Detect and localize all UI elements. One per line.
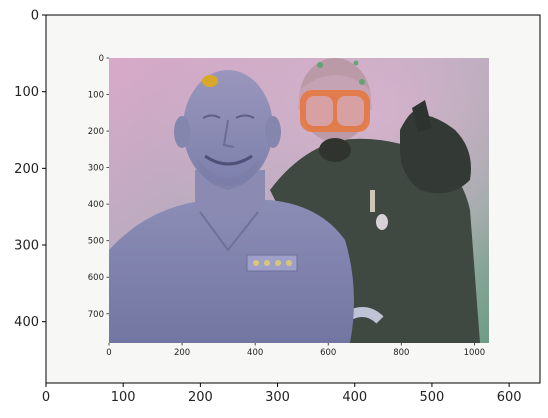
outer-x-tick-label: 200 xyxy=(188,390,213,405)
statue-body xyxy=(109,200,354,343)
outer-x-tick-label: 100 xyxy=(111,390,136,405)
outer-x-tick-label: 400 xyxy=(342,390,367,405)
outer-y-axis: 0 100 200 300 400 xyxy=(14,9,46,330)
inner-y-tick-label: 600 xyxy=(88,273,104,283)
inner-x-tick-label: 200 xyxy=(174,348,190,358)
inner-x-tick-label: 600 xyxy=(320,348,336,358)
outer-y-tick-label: 400 xyxy=(14,315,39,330)
inner-y-tick-label: 200 xyxy=(88,127,104,137)
outer-x-tick-label: 500 xyxy=(420,390,445,405)
statue xyxy=(109,70,354,343)
outer-x-axis: 0 100 200 300 400 500 600 xyxy=(42,383,522,405)
outer-y-tick-label: 300 xyxy=(14,239,39,254)
statue-badge xyxy=(246,254,298,272)
inner-y-tick-label: 300 xyxy=(88,164,104,174)
inner-y-tick-label: 100 xyxy=(88,91,104,101)
inner-x-axis: 0 200 400 600 800 1000 xyxy=(106,343,485,358)
statue-head xyxy=(183,70,273,186)
inner-y-axis: 0 100 200 300 400 500 600 700 xyxy=(88,54,109,320)
inner-x-tick-label: 0 xyxy=(106,348,111,358)
statue-mouth xyxy=(204,154,253,166)
inner-y-tick-label: 0 xyxy=(99,54,104,64)
regulator xyxy=(319,138,351,162)
inner-y-tick-label: 700 xyxy=(88,310,104,320)
inner-y-tick-label: 400 xyxy=(88,200,104,210)
outer-y-tick-label: 0 xyxy=(31,9,39,24)
inner-x-tick-label: 800 xyxy=(393,348,409,358)
underwater-photo xyxy=(109,58,489,343)
outer-y-tick-label: 200 xyxy=(14,162,39,177)
inner-y-tick-label: 500 xyxy=(88,237,104,247)
outer-x-tick-label: 0 xyxy=(42,390,50,405)
outer-x-tick-label: 300 xyxy=(265,390,290,405)
outer-y-tick-label: 100 xyxy=(14,85,39,100)
inner-x-tick-label: 400 xyxy=(247,348,263,358)
outer-x-tick-label: 600 xyxy=(497,390,522,405)
gauge xyxy=(376,214,388,230)
inner-x-tick-label: 1000 xyxy=(464,348,486,358)
algae-spot xyxy=(202,75,218,87)
